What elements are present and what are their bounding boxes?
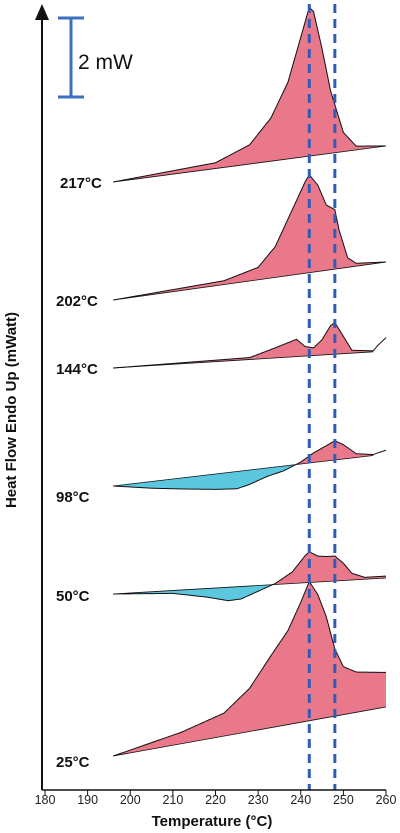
series-label: 202°C xyxy=(56,293,98,310)
heat-flow-curve xyxy=(113,551,387,602)
scale-bar-label: 2 mW xyxy=(78,51,133,74)
x-axis-label: Temperature (°C) xyxy=(152,813,273,830)
heat-flow-curve xyxy=(113,6,386,183)
series-25°C xyxy=(113,580,387,757)
series-label: 217°C xyxy=(60,175,102,192)
reference-lines xyxy=(307,4,337,790)
heat-flow-curve xyxy=(113,321,387,369)
y-axis xyxy=(35,4,49,790)
baseline xyxy=(113,261,387,301)
heat-flow-curve xyxy=(113,440,387,490)
baseline xyxy=(113,706,387,757)
series-217°C xyxy=(113,6,387,183)
series-144°C xyxy=(113,321,387,369)
x-tick-label: 200 xyxy=(120,793,141,807)
series-labels: 217°C 202°C 144°C 98°C 50°C 25°C xyxy=(56,175,102,771)
endotherm-fill xyxy=(148,322,374,366)
x-tick-label: 260 xyxy=(376,793,397,807)
x-tick-label: 220 xyxy=(205,793,226,807)
x-tick-label: 250 xyxy=(333,793,354,807)
series-label: 98°C xyxy=(56,489,90,506)
exotherm-fill xyxy=(123,584,271,601)
baseline xyxy=(113,145,387,183)
baseline xyxy=(113,577,387,595)
series-202°C xyxy=(113,173,387,301)
y-axis-arrow xyxy=(35,4,49,20)
endotherm-fill xyxy=(116,581,386,756)
series-98°C xyxy=(113,440,387,490)
series-50°C xyxy=(113,551,387,602)
x-tick-label: 240 xyxy=(290,793,311,807)
endotherm-fill xyxy=(128,174,381,298)
endotherm-fill xyxy=(122,7,382,181)
scale-bar: 2 mW xyxy=(58,16,133,99)
series-label: 144°C xyxy=(56,361,98,378)
x-tick-label: 210 xyxy=(162,793,183,807)
dsc-curves xyxy=(113,6,387,757)
x-ticks: 180 190 200 210 220 230 240 250 260 xyxy=(35,790,397,807)
series-label: 25°C xyxy=(56,754,90,771)
series-label: 50°C xyxy=(56,588,90,605)
exotherm-fill xyxy=(116,464,295,490)
heat-flow-curve xyxy=(113,580,387,757)
heat-flow-curve xyxy=(113,173,387,301)
x-tick-label: 230 xyxy=(248,793,269,807)
y-axis-label: Heat Flow Endo Up (mWatt) xyxy=(3,312,20,508)
x-tick-label: 180 xyxy=(35,793,56,807)
endotherm-fill xyxy=(297,440,374,465)
baseline xyxy=(113,455,374,487)
baseline xyxy=(113,351,374,369)
x-tick-label: 190 xyxy=(77,793,98,807)
